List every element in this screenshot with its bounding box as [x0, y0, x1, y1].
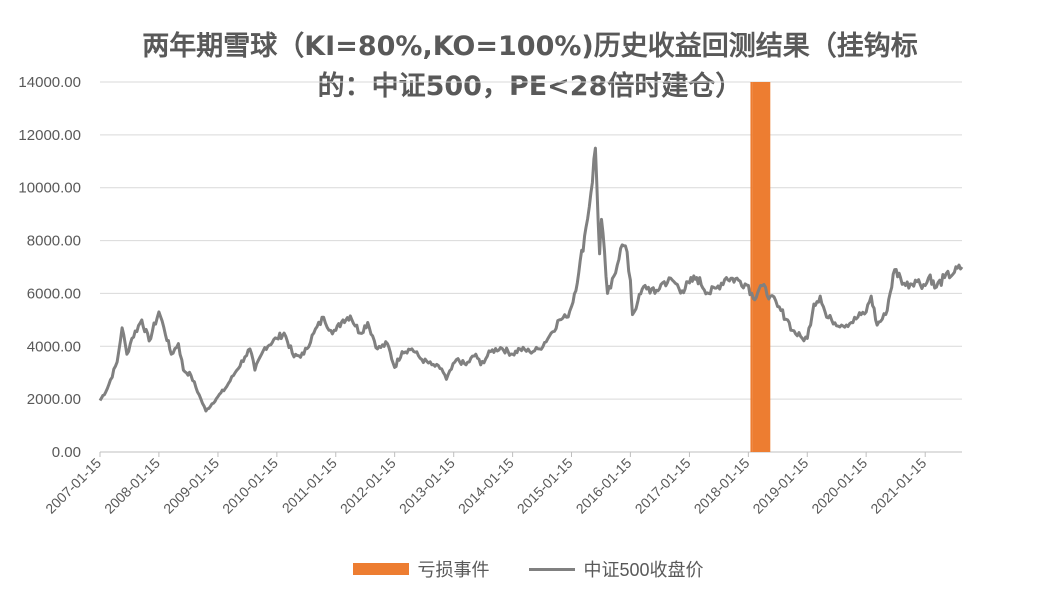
legend-label-close: 中证500收盘价 [583, 560, 704, 580]
x-tick-label: 2011-01-15 [279, 455, 340, 516]
y-tick-label: 2000.00 [27, 391, 81, 408]
legend-item-loss: 亏损事件 [353, 556, 489, 582]
x-tick-label: 2012-01-15 [337, 455, 399, 517]
y-tick-label: 6000.00 [27, 285, 81, 302]
legend: 亏损事件 中证500收盘价 [0, 556, 1057, 582]
legend-swatch-line [529, 567, 576, 571]
loss-event-bar [750, 82, 753, 452]
y-tick-label: 10000.00 [18, 180, 81, 197]
chart-title-line1: 两年期雪球（KI=80%,KO=100%)历史收益回测结果（挂钩标 [142, 31, 918, 62]
series-line-close [98, 146, 964, 413]
gridlines [100, 81, 962, 453]
x-tick-label: 2008-01-15 [101, 455, 163, 517]
series-layer [98, 146, 964, 413]
legend-label-loss: 亏损事件 [417, 560, 490, 580]
y-tick-label: 12000.00 [18, 127, 81, 144]
y-tick-label: 14000.00 [18, 74, 81, 91]
x-tick-label: 2018-01-15 [691, 455, 753, 517]
legend-item-close: 中证500收盘价 [529, 556, 704, 582]
y-tick-label: 4000.00 [27, 338, 81, 355]
x-tick-label: 2016-01-15 [573, 455, 635, 517]
legend-swatch-bar [353, 563, 410, 575]
y-tick-label: 0.00 [52, 444, 81, 461]
x-tick-label: 2013-01-15 [396, 455, 458, 517]
x-tick-label: 2014-01-15 [455, 455, 517, 517]
loss-event-bars [750, 82, 771, 452]
x-tick-label: 2007-01-15 [42, 455, 104, 517]
chart-title-line2: 的：中证500，PE<28倍时建仓） [317, 71, 743, 102]
x-tick-label: 2009-01-15 [160, 455, 222, 517]
loss-event-bar [752, 82, 771, 452]
x-tick-label: 2010-01-15 [219, 455, 281, 517]
x-tick-label: 2021-01-15 [867, 455, 929, 517]
x-tick-label: 2020-01-15 [808, 455, 870, 517]
x-tick-label: 2015-01-15 [514, 455, 576, 517]
y-axis-ticks: 0.00 2000.00 4000.00 6000.00 8000.00 10000.00… [18, 74, 81, 461]
x-tick-label: 2017-01-15 [632, 455, 694, 517]
x-axis-ticks: 2007-01-152008-01-152009-01-152010-01-15… [42, 452, 929, 517]
x-tick-label: 2019-01-15 [749, 455, 811, 517]
y-tick-label: 8000.00 [27, 233, 81, 250]
